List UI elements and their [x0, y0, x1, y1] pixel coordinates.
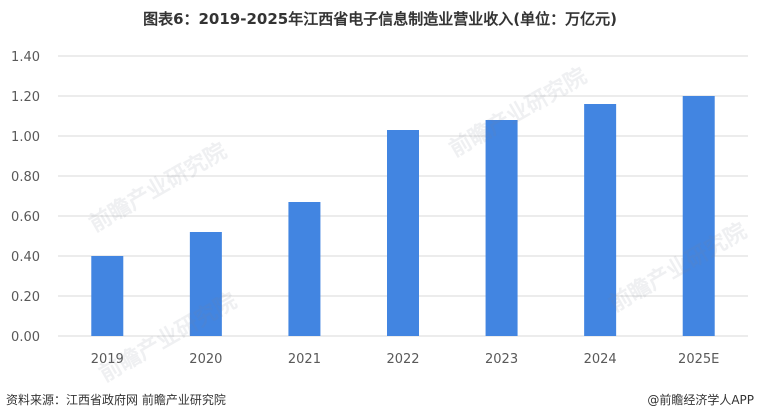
- y-tick-label: 0.40: [11, 250, 40, 265]
- x-tick-label: 2021: [288, 352, 321, 367]
- y-tick-label: 1.20: [11, 90, 40, 105]
- bar-2022: [387, 130, 419, 336]
- y-axis-ticks: 0.00 0.20 0.40 0.60 0.80 1.00 1.20 1.40: [11, 50, 40, 345]
- bar-2021: [288, 202, 321, 336]
- x-tick-label: 2023: [485, 352, 518, 367]
- y-tick-label: 0.20: [11, 290, 40, 305]
- bars: [91, 96, 715, 336]
- source-note: 资料来源：江西省政府网 前瞻产业研究院: [6, 393, 226, 407]
- bar-2019: [91, 256, 124, 336]
- chart-title: 图表6：2019-2025年江西省电子信息制造业营业收入(单位：万亿元): [143, 10, 617, 28]
- y-tick-label: 1.40: [11, 50, 40, 65]
- y-tick-label: 0.00: [11, 330, 40, 345]
- bar-2025E: [682, 96, 715, 336]
- x-tick-label: 2022: [386, 352, 419, 367]
- x-tick-label: 2025E: [678, 352, 719, 367]
- x-tick-label: 2024: [584, 352, 617, 367]
- y-tick-label: 0.80: [11, 170, 40, 185]
- y-tick-label: 0.60: [11, 210, 40, 225]
- x-tick-label: 2020: [189, 352, 222, 367]
- x-tick-label: 2019: [91, 352, 124, 367]
- brand-credit: @前瞻经济学人APP: [647, 393, 754, 407]
- bar-2023: [485, 120, 518, 336]
- bar-2020: [189, 232, 222, 336]
- y-tick-label: 1.00: [11, 130, 40, 145]
- x-axis-ticks: 2019 2020 2021 2022 2023 2024 2025E: [91, 352, 720, 367]
- bar-2024: [584, 104, 617, 336]
